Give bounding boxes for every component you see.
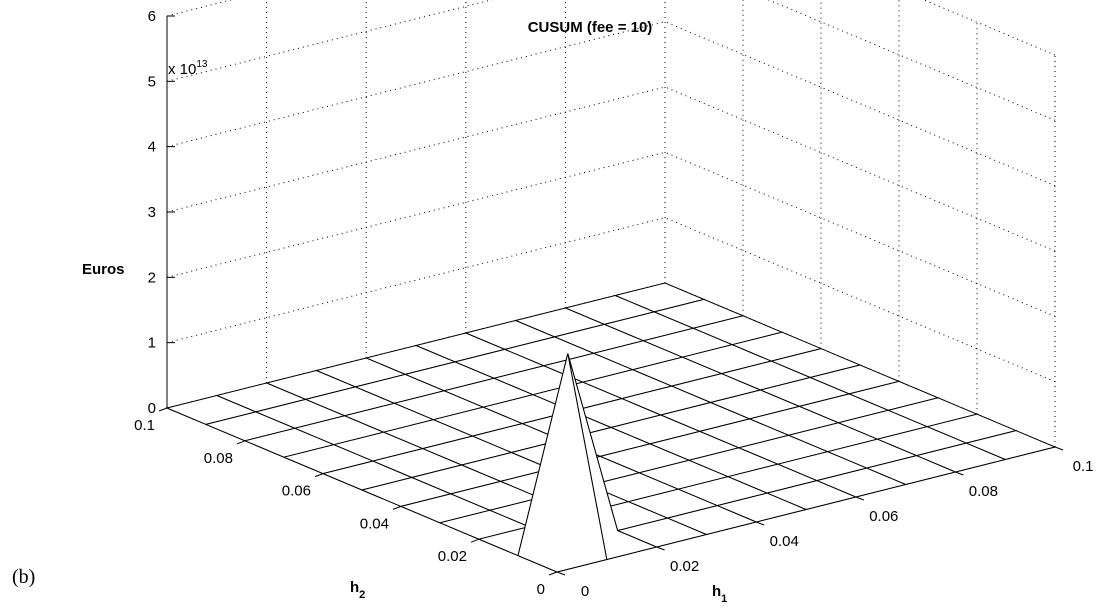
x-tick-label: 0.04 [770, 533, 799, 550]
grid-line [166, 0, 494, 82]
surface-mesh [165, 282, 1057, 573]
x-axis-label: h1 [712, 583, 727, 605]
grid-line [166, 21, 666, 148]
x-tick-label: 0.06 [869, 508, 898, 525]
z-axis-label: Euros [82, 261, 125, 278]
tick-labels: 00.020.040.060.080.100.020.040.060.080.1… [134, 8, 1093, 600]
y-tick-label: 0.06 [282, 483, 311, 500]
grid-line [664, 217, 1056, 383]
z-tick-label: 6 [148, 8, 156, 25]
x-tick-label: 0.02 [670, 558, 699, 575]
z-tick-label: 1 [148, 335, 156, 352]
grid-line [664, 86, 1056, 252]
y-tick [236, 440, 246, 445]
y-tick-label: 0.08 [204, 450, 233, 467]
y-tick [392, 505, 402, 510]
grid-line [166, 217, 666, 344]
z-tick-label: 3 [148, 204, 156, 221]
y-tick-label: 0.02 [438, 548, 467, 565]
y-tick-label: 0 [537, 581, 545, 598]
mesh-cell [517, 353, 608, 573]
y-tick [548, 571, 558, 576]
y-tick-label: 0.1 [134, 417, 155, 434]
y-tick [158, 407, 168, 412]
x-tick-label: 0.08 [969, 483, 998, 500]
z-tick-label: 0 [148, 400, 156, 417]
x-tick [955, 471, 964, 476]
x-tick [556, 571, 566, 576]
grid-line [664, 151, 1056, 317]
y-tick [470, 538, 480, 543]
panel-label: (b) [12, 566, 35, 588]
grid-line [166, 151, 666, 278]
z-tick-label: 4 [148, 139, 156, 156]
z-tick-label: 5 [148, 73, 156, 90]
grid-line [166, 86, 666, 213]
x-tick-label: 0 [581, 583, 589, 600]
grid-line [767, 0, 1056, 121]
grid-line [922, 0, 1056, 56]
x-tick [756, 521, 765, 526]
y-axis-label: h2 [350, 579, 365, 601]
x-tick [656, 546, 665, 551]
x-tick [855, 496, 864, 501]
chart-title: CUSUM (fee = 10) [528, 19, 653, 36]
z-tick-label: 2 [148, 269, 156, 286]
x-tick [1054, 446, 1064, 451]
x-tick-label: 0.1 [1073, 458, 1094, 475]
grid-line [664, 21, 1056, 187]
y-tick [314, 473, 324, 478]
grid-line [166, 0, 233, 17]
z-multiplier: x 1013 [168, 59, 208, 78]
y-tick-label: 0.04 [360, 515, 389, 532]
